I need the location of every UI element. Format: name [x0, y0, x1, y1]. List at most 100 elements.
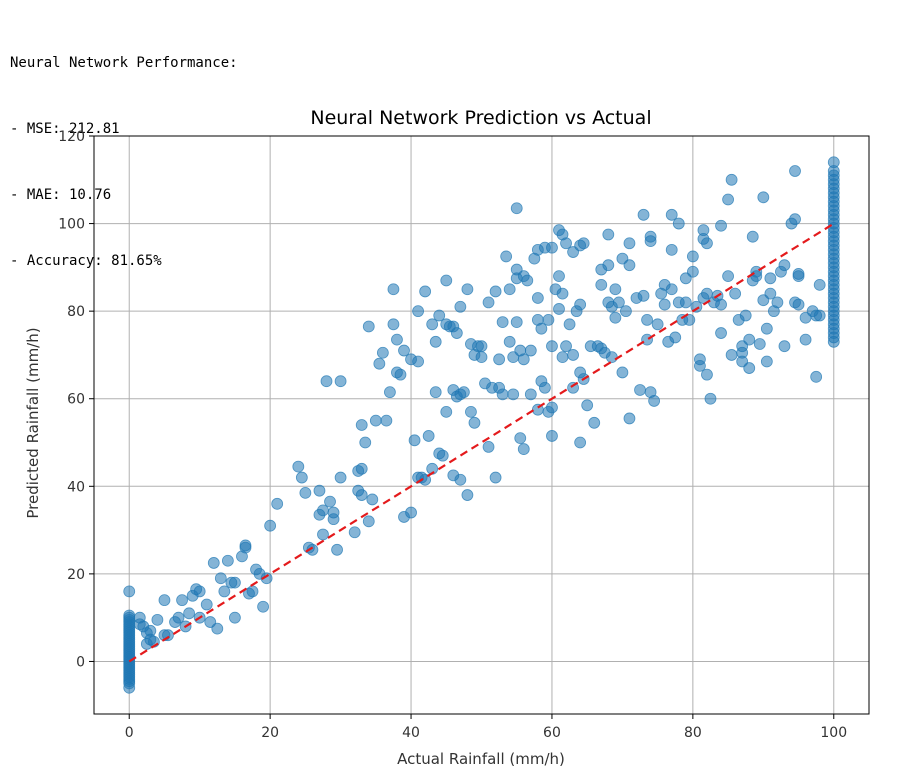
data-point: [461, 283, 474, 296]
data-point: [612, 296, 625, 309]
data-point: [701, 237, 713, 250]
data-point: [264, 519, 277, 532]
data-point: [704, 392, 717, 405]
data-point: [743, 333, 756, 346]
y-tick-label: 0: [76, 654, 85, 670]
data-point: [271, 497, 284, 510]
x-tick-label: 100: [820, 725, 847, 741]
data-point: [637, 208, 650, 221]
data-point: [623, 259, 636, 272]
data-point: [701, 368, 713, 381]
data-point: [620, 305, 632, 318]
data-point: [355, 489, 368, 501]
data-point: [429, 335, 442, 348]
data-point: [609, 311, 622, 324]
data-point: [686, 250, 699, 263]
data-point: [362, 320, 375, 333]
data-point: [827, 156, 840, 169]
data-point: [218, 585, 231, 598]
data-point: [546, 401, 558, 414]
data-point: [602, 259, 615, 272]
data-point: [482, 296, 495, 309]
data-point: [658, 298, 671, 311]
data-point: [623, 237, 636, 250]
data-point: [387, 318, 400, 331]
data-point: [560, 340, 572, 353]
data-point: [489, 285, 502, 298]
data-point: [366, 493, 379, 506]
data-point: [683, 314, 696, 326]
data-point: [546, 430, 558, 442]
output-line-accuracy: - Accuracy: 81.65%: [10, 253, 162, 269]
data-point: [493, 353, 506, 366]
data-point: [214, 572, 227, 585]
data-point: [398, 344, 410, 357]
data-point: [563, 318, 576, 331]
output-line-mse: - MSE: 212.81: [10, 121, 120, 137]
data-point: [475, 351, 488, 364]
output-line-heading: Neural Network Performance:: [10, 55, 238, 71]
y-tick-label: 120: [58, 129, 85, 145]
data-point: [581, 399, 594, 412]
data-point: [539, 381, 551, 394]
data-point: [221, 554, 234, 567]
x-tick-label: 0: [125, 725, 134, 741]
data-point: [500, 250, 513, 263]
data-point: [454, 473, 467, 486]
data-point: [531, 292, 544, 304]
data-point: [672, 217, 685, 230]
data-point: [433, 309, 446, 322]
data-point: [440, 274, 453, 287]
data-point: [556, 287, 569, 300]
data-point: [422, 430, 435, 442]
data-point: [183, 607, 196, 620]
data-points: [123, 156, 840, 694]
x-tick-label: 40: [402, 725, 420, 741]
data-point: [292, 460, 305, 473]
data-point: [376, 346, 389, 359]
data-point: [468, 416, 481, 429]
data-point: [408, 434, 421, 447]
data-point: [746, 230, 759, 243]
data-point: [334, 471, 347, 484]
data-point: [799, 333, 812, 346]
data-point: [609, 283, 622, 296]
data-point: [380, 414, 393, 427]
data-point: [813, 309, 826, 322]
data-point: [789, 165, 801, 177]
data-point: [722, 193, 734, 206]
data-point: [405, 506, 417, 519]
y-axis-ticks: 0 20 40 60 80 100 120: [58, 129, 94, 670]
data-point: [324, 495, 336, 508]
data-point: [715, 327, 727, 339]
data-point: [524, 344, 537, 357]
data-point: [679, 296, 692, 309]
data-point: [535, 322, 548, 335]
data-point: [715, 219, 727, 232]
data-point: [412, 305, 424, 318]
y-tick-label: 80: [67, 304, 85, 320]
data-point: [507, 388, 520, 401]
y-tick-label: 40: [67, 479, 85, 495]
data-point: [426, 318, 439, 331]
data-point: [715, 298, 727, 311]
data-point: [605, 351, 618, 364]
data-point: [757, 191, 770, 204]
chart-title: Neural Network Prediction vs Actual: [310, 107, 651, 129]
data-point: [172, 611, 185, 624]
data-point: [665, 283, 678, 296]
data-point: [813, 278, 826, 291]
data-point: [355, 462, 368, 475]
data-point: [176, 594, 188, 607]
data-point: [577, 237, 590, 250]
data-point: [760, 322, 773, 335]
data-point: [764, 272, 777, 285]
data-point: [510, 202, 523, 215]
data-point: [123, 609, 136, 622]
data-point: [595, 278, 608, 291]
data-point: [313, 484, 326, 497]
data-point: [778, 340, 791, 353]
data-point: [454, 300, 467, 313]
data-point: [524, 388, 537, 401]
